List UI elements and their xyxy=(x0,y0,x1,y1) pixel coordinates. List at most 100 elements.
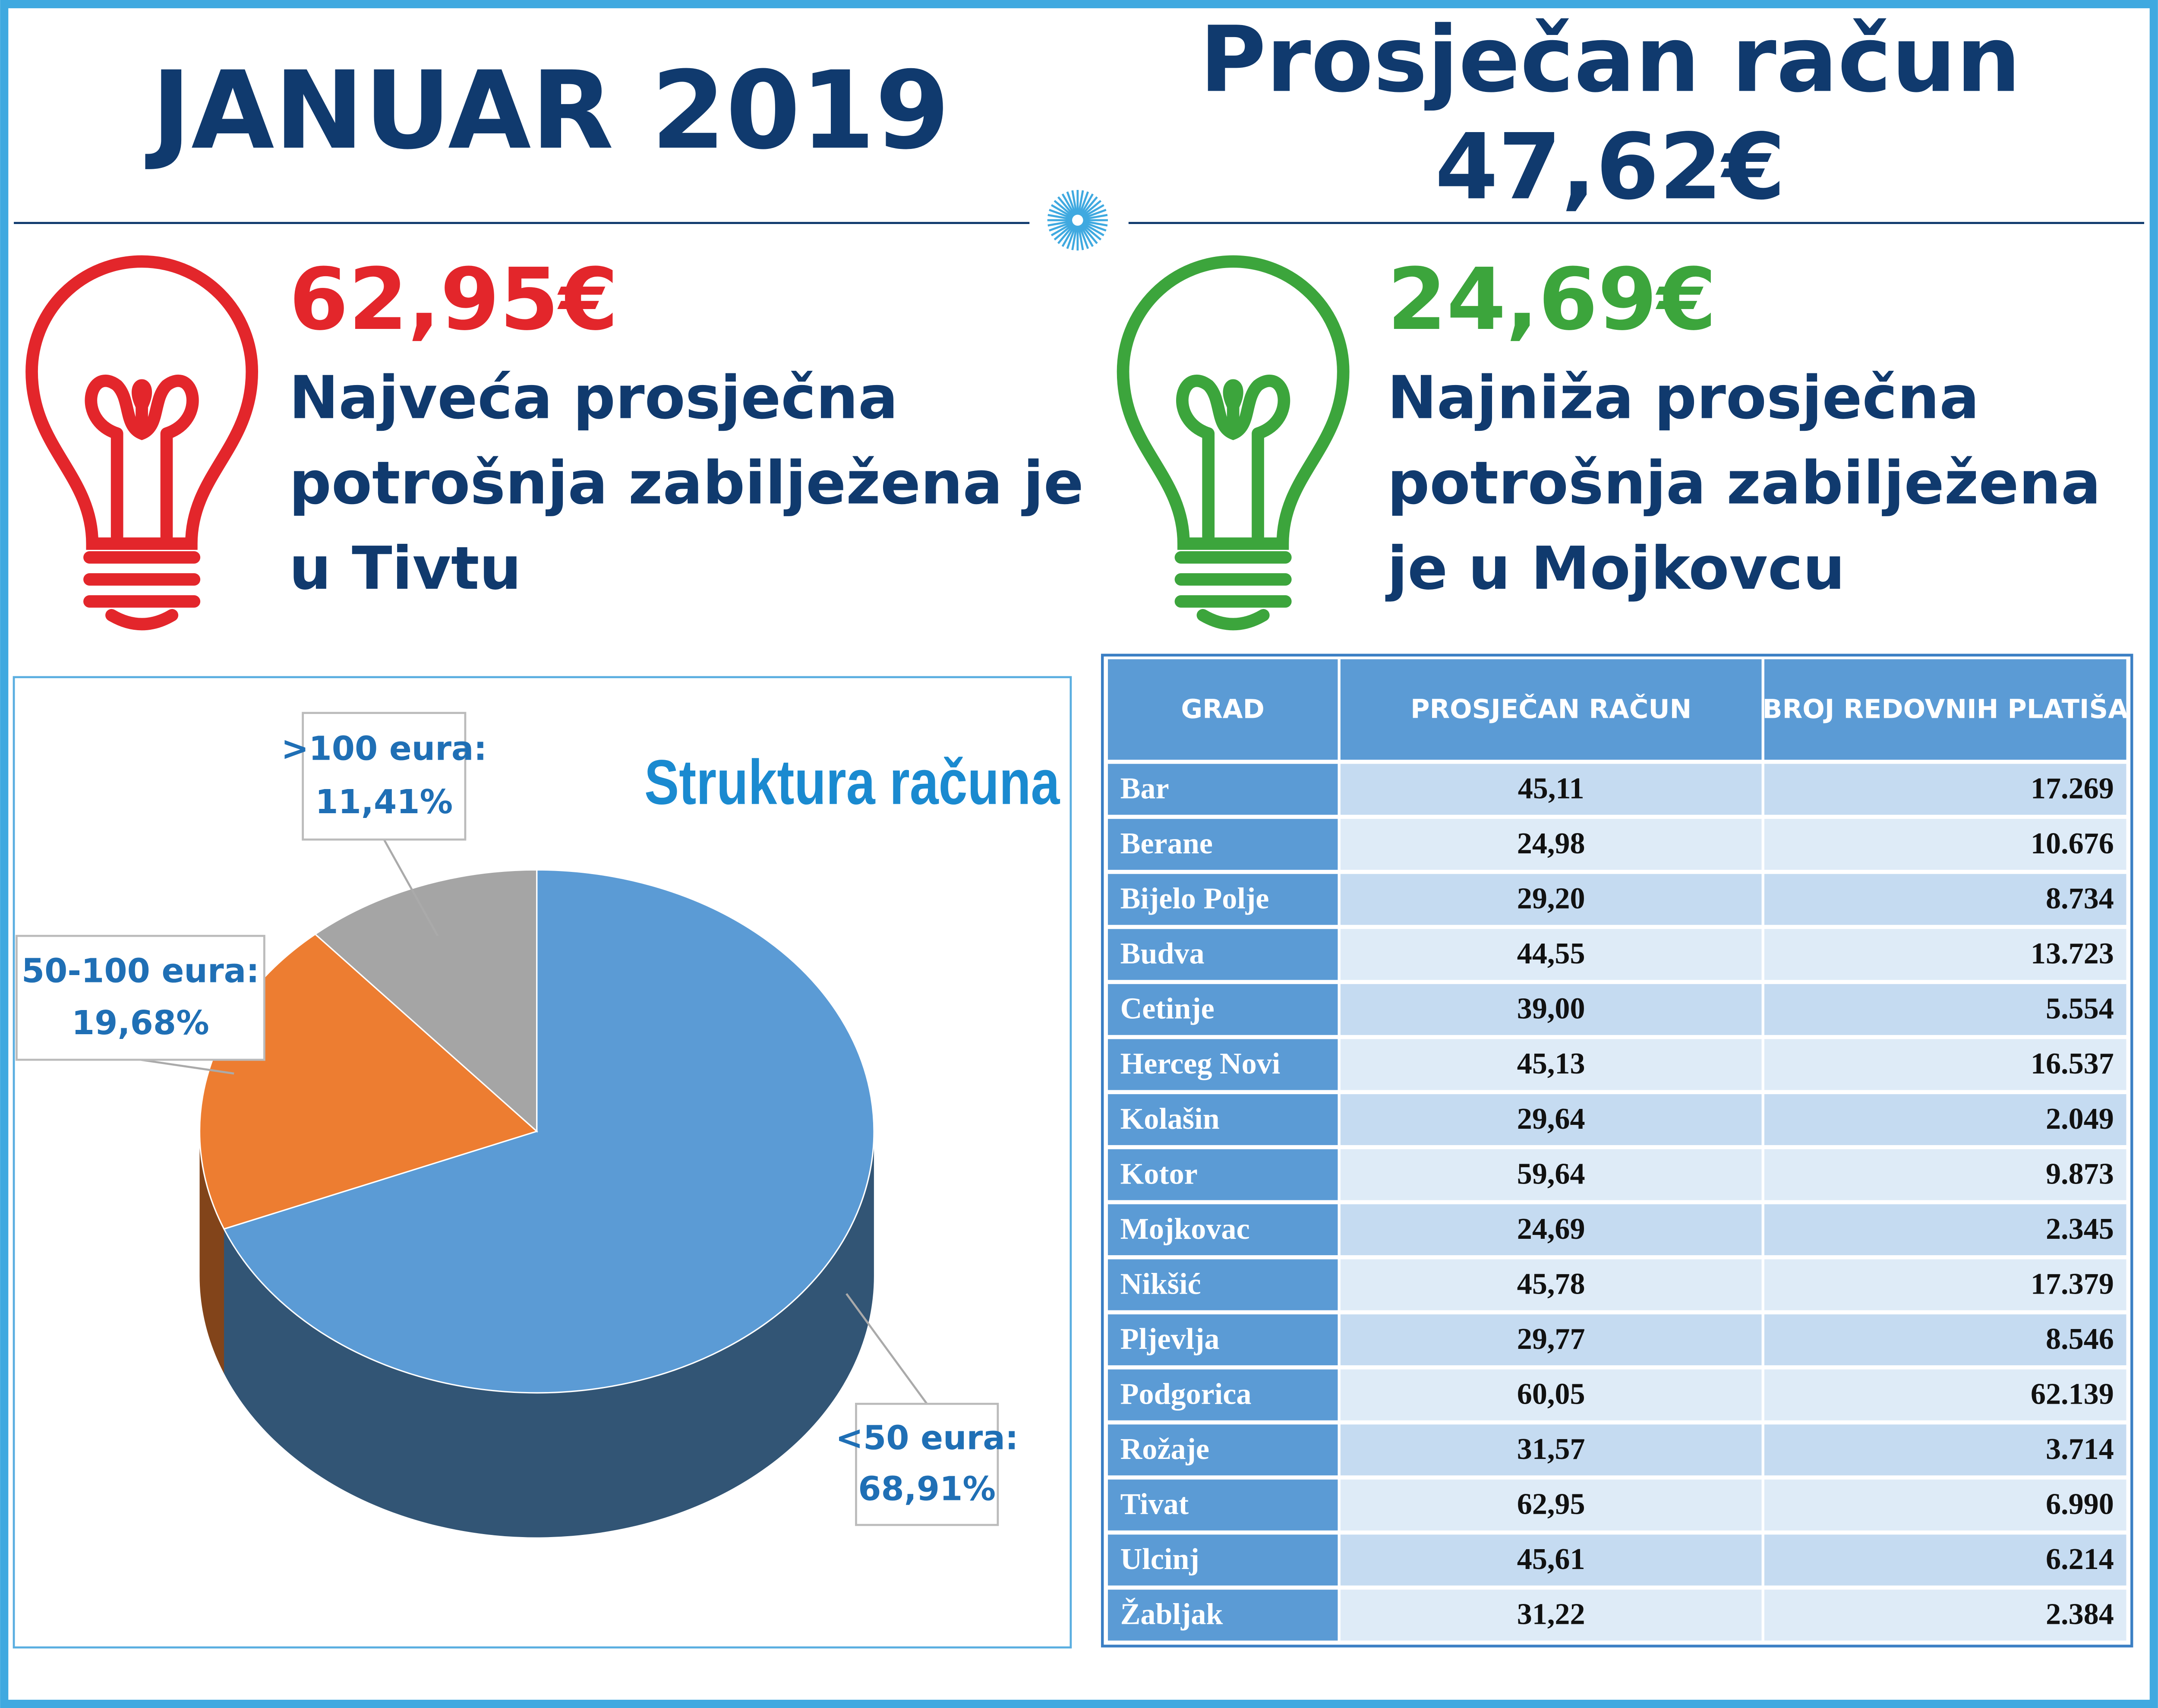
table-cell xyxy=(1764,1259,2126,1310)
pie-slice xyxy=(223,869,875,1394)
table-text: 6.214 xyxy=(2046,1542,2114,1576)
table-text: 29,77 xyxy=(1517,1322,1585,1356)
ray xyxy=(1051,204,1073,218)
table-text: 2.345 xyxy=(2046,1212,2114,1246)
bulb-icon xyxy=(1117,255,1350,631)
table-cell xyxy=(1764,1094,2126,1145)
pie-side xyxy=(224,1131,874,1538)
pie-value-label: 19,68% xyxy=(72,1004,209,1042)
filament xyxy=(1176,374,1290,543)
table-text: Bar xyxy=(1120,772,1169,805)
table-cell xyxy=(1107,984,1338,1035)
filament xyxy=(85,374,199,543)
table-cell xyxy=(1340,764,1762,815)
table-text: 60,05 xyxy=(1517,1377,1585,1411)
table-text: 10.676 xyxy=(2031,827,2114,860)
header-cell xyxy=(1340,659,1762,760)
table-text: Cetinje xyxy=(1120,992,1215,1026)
table-cell xyxy=(1107,819,1338,870)
table-cell xyxy=(1340,1314,1762,1366)
ray xyxy=(1081,223,1102,241)
highlight-text: potrošnja zabilježena xyxy=(1387,449,2101,518)
highlight-text: Najniža prosječna xyxy=(1387,364,1979,433)
table-cell xyxy=(1764,874,2126,925)
table-text: Kotor xyxy=(1120,1157,1198,1190)
ray xyxy=(1080,224,1098,244)
table-cell xyxy=(1107,874,1338,925)
table-text: Mojkovac xyxy=(1120,1212,1250,1246)
table-text: Berane xyxy=(1120,827,1213,860)
highlight-text: Najveća prosječna xyxy=(289,364,898,433)
month-title: JANUAR 2019 xyxy=(145,48,950,173)
table-cell xyxy=(1107,1369,1338,1421)
table-cell xyxy=(1340,1534,1762,1586)
table-cell xyxy=(1340,1094,1762,1145)
table-cell xyxy=(1107,1314,1338,1366)
table-text: 31,22 xyxy=(1517,1598,1585,1631)
ray xyxy=(1071,190,1078,215)
highlight-amount: 62,95€ xyxy=(289,249,618,349)
average-value: 47,62€ xyxy=(1435,114,1786,220)
table-text: 31,57 xyxy=(1517,1432,1585,1466)
pie-value-label: 68,91% xyxy=(858,1470,996,1508)
table-text: 44,55 xyxy=(1517,937,1585,970)
highlight-text: je u Mojkovcu xyxy=(1385,534,1845,603)
table-cell xyxy=(1107,1149,1338,1200)
ray xyxy=(1081,200,1102,218)
table-text: Kolašin xyxy=(1120,1102,1220,1136)
table-cell xyxy=(1340,1259,1762,1310)
table-cell xyxy=(1340,1424,1762,1476)
table-cell xyxy=(1107,1589,1338,1641)
ray xyxy=(1061,224,1076,247)
table-cell xyxy=(1340,1204,1762,1255)
table-text: Podgorica xyxy=(1120,1377,1252,1411)
chart-title: Struktura računa xyxy=(644,747,1060,818)
table-cell xyxy=(1107,1204,1338,1255)
bulb-outline xyxy=(25,255,259,550)
sunburst xyxy=(1047,190,1108,251)
average-label: Prosječan račun xyxy=(1199,7,2021,113)
callout-box xyxy=(302,712,467,841)
table-cell xyxy=(1107,1259,1338,1310)
pie-value-label: 11,41% xyxy=(315,783,453,821)
ray xyxy=(1082,221,1107,232)
bulb-outline xyxy=(1117,255,1350,550)
ray xyxy=(1054,200,1074,218)
table-text: 24,69 xyxy=(1517,1212,1585,1246)
table-text: Nikšić xyxy=(1120,1267,1201,1301)
table-text: Pljevlja xyxy=(1120,1322,1220,1356)
table-cell xyxy=(1764,1534,2126,1586)
table-text: 17.379 xyxy=(2031,1267,2114,1301)
ray xyxy=(1080,196,1098,217)
table-cell xyxy=(1764,1424,2126,1476)
pie-label: <50 eura: xyxy=(836,1419,1019,1457)
pie-label: >100 eura: xyxy=(281,730,487,768)
ray xyxy=(1049,208,1073,220)
highlight-amount: 24,69€ xyxy=(1387,249,1716,349)
ray xyxy=(1061,193,1076,216)
table-text: 45,13 xyxy=(1517,1047,1585,1080)
table-cell xyxy=(1340,1039,1762,1090)
ray xyxy=(1082,222,1104,237)
table-cell xyxy=(1340,1369,1762,1421)
table-text: 2.384 xyxy=(2046,1598,2114,1631)
bulb-tip xyxy=(105,609,179,631)
callout-line xyxy=(383,839,439,937)
table-text: 62,95 xyxy=(1517,1487,1585,1521)
table-cell xyxy=(1764,929,2126,980)
ray xyxy=(1049,221,1073,232)
table-text: 45,11 xyxy=(1518,772,1584,805)
table-cell xyxy=(1107,929,1338,980)
highlight-text: u Tivtu xyxy=(289,534,521,603)
ray xyxy=(1066,191,1077,216)
ray xyxy=(1082,208,1107,220)
table-text: Ulcinj xyxy=(1120,1542,1199,1576)
bulb-tip xyxy=(1196,609,1270,631)
table-cell xyxy=(1764,1314,2126,1366)
ray xyxy=(1057,224,1075,244)
ray xyxy=(1047,214,1073,221)
table-text: 39,00 xyxy=(1517,992,1585,1026)
ray xyxy=(1082,220,1108,227)
table-cell xyxy=(1764,819,2126,870)
